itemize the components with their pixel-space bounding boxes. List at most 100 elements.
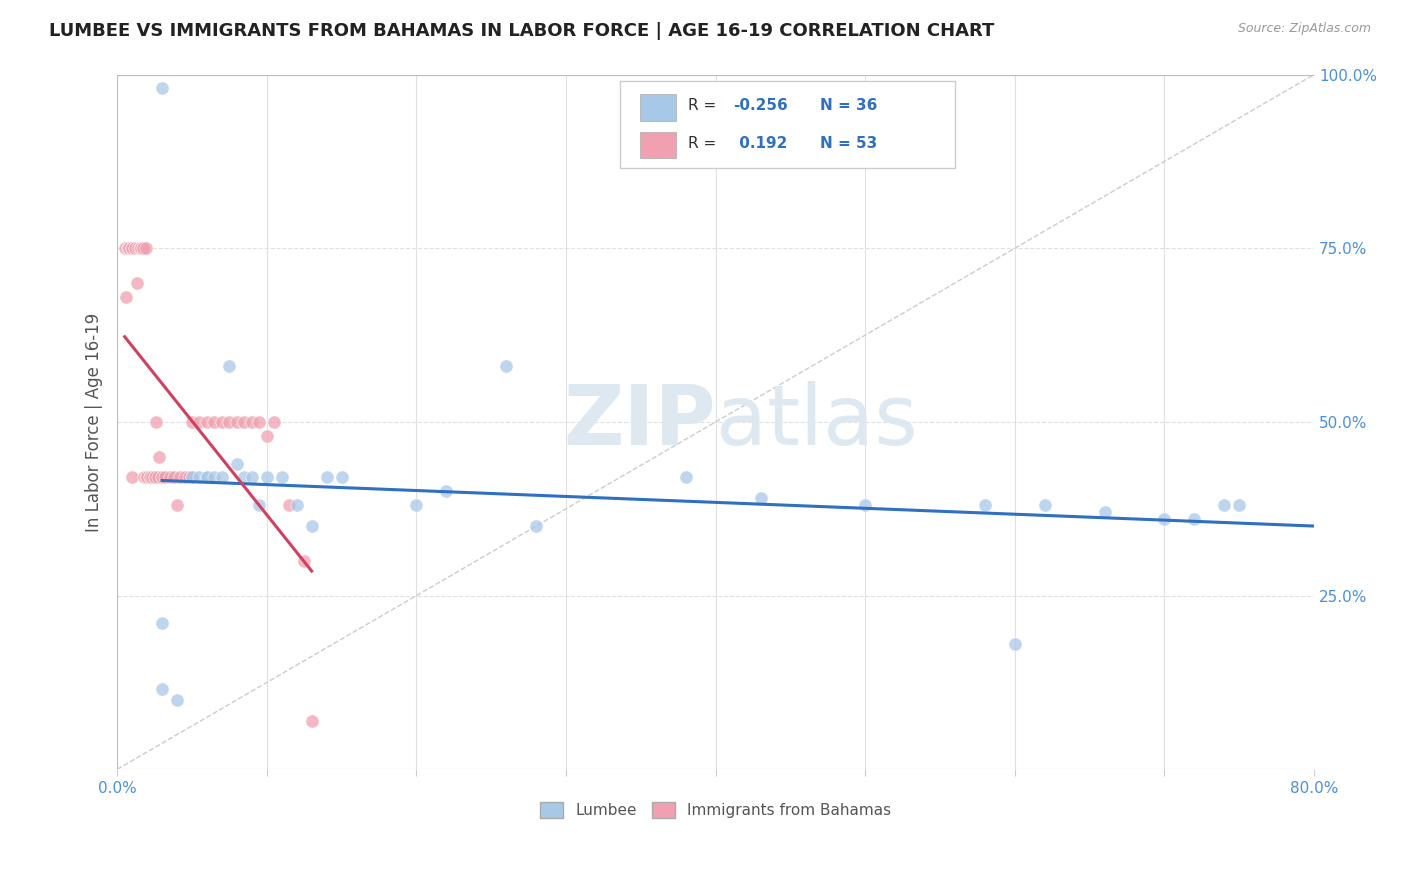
Point — [177, 470, 200, 484]
Text: N = 53: N = 53 — [820, 136, 877, 151]
Point — [256, 429, 278, 443]
Point — [524, 519, 547, 533]
Text: Source: ZipAtlas.com: Source: ZipAtlas.com — [1237, 22, 1371, 36]
Text: R =: R = — [688, 136, 721, 151]
Point — [301, 519, 323, 533]
Point — [129, 241, 152, 255]
Point — [1004, 637, 1026, 651]
Point — [225, 415, 247, 429]
Point — [125, 276, 148, 290]
Point — [139, 470, 162, 484]
Point — [181, 470, 204, 484]
Point — [240, 470, 263, 484]
Point — [195, 415, 218, 429]
Point — [169, 470, 191, 484]
Point — [163, 470, 186, 484]
Point — [195, 470, 218, 484]
Point — [853, 498, 876, 512]
Point — [121, 241, 143, 255]
Point — [233, 415, 256, 429]
Point — [218, 359, 240, 374]
Point — [118, 241, 141, 255]
Point — [146, 470, 169, 484]
Point — [278, 498, 301, 512]
Text: LUMBEE VS IMMIGRANTS FROM BAHAMAS IN LABOR FORCE | AGE 16-19 CORRELATION CHART: LUMBEE VS IMMIGRANTS FROM BAHAMAS IN LAB… — [49, 22, 994, 40]
Text: ZIP: ZIP — [564, 382, 716, 462]
Point — [148, 450, 170, 464]
Point — [1227, 498, 1250, 512]
Point — [495, 359, 517, 374]
Point — [139, 470, 162, 484]
Point — [263, 415, 285, 429]
Text: -0.256: -0.256 — [734, 98, 789, 113]
Point — [150, 470, 173, 484]
Point — [285, 498, 308, 512]
Point — [115, 290, 138, 304]
Point — [143, 470, 166, 484]
Point — [131, 241, 153, 255]
Point — [270, 470, 292, 484]
Point — [292, 554, 315, 568]
Point — [121, 241, 143, 255]
Text: atlas: atlas — [716, 382, 917, 462]
Point — [1033, 498, 1056, 512]
Point — [121, 241, 143, 255]
Legend: Lumbee, Immigrants from Bahamas: Lumbee, Immigrants from Bahamas — [534, 796, 897, 824]
Point — [1182, 512, 1205, 526]
Point — [134, 470, 156, 484]
Point — [256, 470, 278, 484]
Point — [974, 498, 997, 512]
FancyBboxPatch shape — [620, 81, 955, 169]
Point — [153, 470, 176, 484]
Point — [150, 616, 173, 631]
Point — [204, 470, 226, 484]
Point — [117, 241, 139, 255]
Point — [247, 415, 270, 429]
Text: 0.192: 0.192 — [734, 136, 787, 151]
Point — [1153, 512, 1175, 526]
Point — [121, 470, 143, 484]
Point — [150, 682, 173, 697]
Point — [150, 81, 173, 95]
Point — [114, 241, 136, 255]
Point — [315, 470, 337, 484]
Y-axis label: In Labor Force | Age 16-19: In Labor Force | Age 16-19 — [86, 312, 103, 532]
Point — [247, 498, 270, 512]
Point — [1213, 498, 1236, 512]
Text: N = 36: N = 36 — [820, 98, 877, 113]
Point — [136, 470, 159, 484]
Point — [166, 693, 188, 707]
Point — [211, 415, 233, 429]
Point — [204, 415, 226, 429]
Point — [330, 470, 353, 484]
Point — [173, 470, 195, 484]
Point — [301, 714, 323, 728]
Point — [135, 241, 157, 255]
Point — [166, 498, 188, 512]
Point — [124, 241, 146, 255]
Point — [233, 470, 256, 484]
Point — [749, 491, 772, 506]
Bar — [640, 132, 676, 159]
Point — [1094, 505, 1116, 519]
Point — [141, 470, 163, 484]
Point — [195, 470, 218, 484]
Point — [128, 241, 150, 255]
Point — [218, 415, 240, 429]
Point — [145, 415, 167, 429]
Point — [188, 470, 211, 484]
Bar — [640, 95, 676, 121]
Point — [124, 241, 146, 255]
Point — [136, 470, 159, 484]
Point — [434, 484, 457, 499]
Text: R =: R = — [688, 98, 721, 113]
Point — [159, 470, 181, 484]
Point — [181, 415, 204, 429]
Point — [240, 415, 263, 429]
Point — [127, 241, 149, 255]
Point — [131, 241, 153, 255]
Point — [405, 498, 427, 512]
Point — [181, 470, 204, 484]
Point — [188, 415, 211, 429]
Point — [675, 470, 697, 484]
